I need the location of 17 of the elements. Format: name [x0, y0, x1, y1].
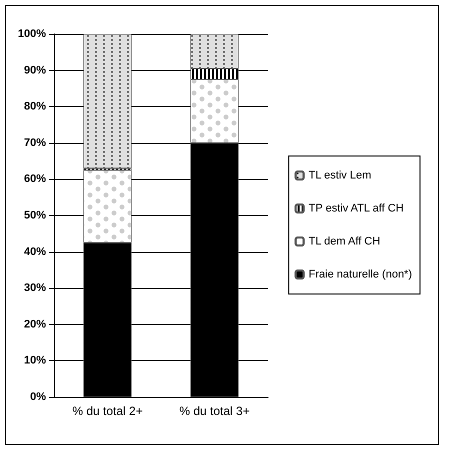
- y-tick-label: 80%: [24, 100, 46, 113]
- y-tick-label: 20%: [24, 318, 46, 330]
- y-tick-label: 10%: [24, 354, 46, 367]
- legend-label: TP estiv ATL aff CH: [308, 202, 404, 214]
- y-tick-label: 50%: [24, 210, 46, 222]
- y-tick-label: 100%: [18, 28, 46, 40]
- y-tick-label: 0%: [30, 391, 46, 403]
- y-tick-label: 60%: [24, 173, 46, 186]
- y-tick-label: 90%: [24, 64, 46, 76]
- legend-label: TL estiv Lem: [308, 170, 372, 182]
- x-tick-label: % du total 3+: [179, 404, 250, 418]
- legend-label: Fraie naturelle (non*): [308, 268, 412, 280]
- y-tick-label: 30%: [24, 282, 46, 294]
- y-tick-label: 70%: [24, 136, 46, 149]
- legend-label: TL dem Aff CH: [308, 236, 380, 248]
- y-tick-label: 40%: [24, 246, 46, 258]
- x-tick-label: % du total 2+: [72, 404, 143, 418]
